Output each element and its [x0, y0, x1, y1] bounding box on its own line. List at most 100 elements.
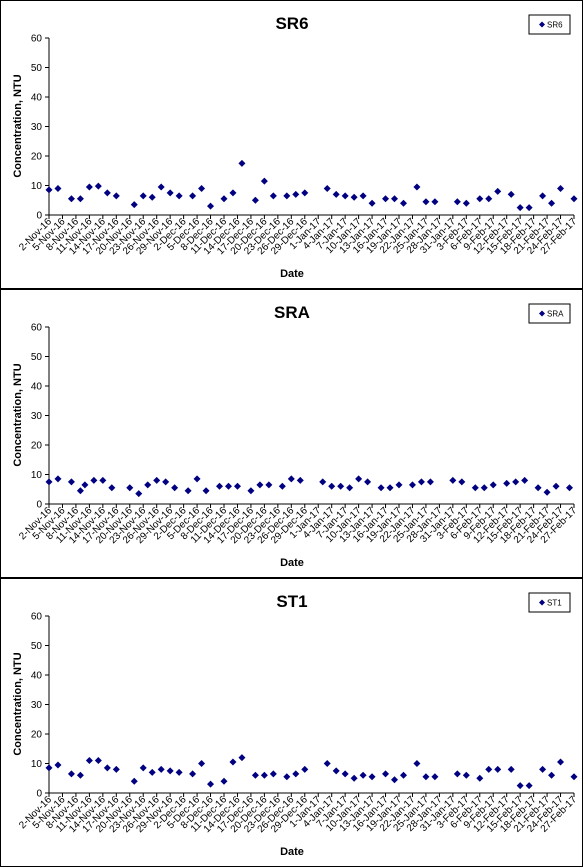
data-point	[413, 760, 421, 767]
data-point	[224, 482, 232, 490]
data-point	[359, 771, 367, 779]
data-point	[130, 201, 138, 209]
data-point	[332, 767, 340, 775]
data-point	[126, 484, 134, 492]
data-point	[103, 189, 111, 197]
data-point	[485, 765, 493, 773]
y-tick-label: 50	[31, 352, 43, 363]
data-point	[525, 782, 533, 790]
y-axis-title: Concentration, NTU	[12, 74, 24, 177]
y-axis-title: Concentration, NTU	[12, 652, 24, 755]
data-point	[292, 190, 300, 198]
data-point	[292, 770, 300, 778]
data-point	[90, 476, 98, 484]
data-point	[377, 484, 385, 492]
data-point	[238, 159, 246, 167]
data-point	[139, 764, 147, 772]
data-point	[256, 481, 264, 489]
data-point	[251, 771, 259, 779]
data-point	[229, 189, 237, 197]
data-point	[94, 182, 102, 190]
data-point	[516, 782, 524, 790]
chart-sra: 01020304050602-Nov-165-Nov-168-Nov-1611-…	[12, 303, 579, 569]
data-point	[359, 192, 367, 200]
data-point	[476, 195, 484, 203]
data-point	[350, 193, 358, 201]
data-point	[346, 484, 354, 492]
y-tick-label: 30	[31, 411, 43, 422]
data-point	[548, 771, 556, 779]
data-point	[395, 481, 403, 489]
data-point	[431, 773, 439, 781]
data-point	[175, 192, 183, 200]
y-tick-label: 10	[31, 470, 43, 481]
data-point	[166, 189, 174, 197]
x-axis-title: Date	[280, 268, 304, 280]
y-tick-label: 60	[31, 34, 43, 45]
data-point	[548, 199, 556, 207]
y-tick-label: 10	[31, 759, 43, 770]
data-point	[76, 487, 84, 495]
data-point	[269, 192, 277, 200]
data-point	[570, 773, 578, 781]
y-tick-label: 0	[36, 789, 42, 800]
data-point	[198, 760, 206, 767]
data-point	[525, 204, 533, 212]
data-point	[382, 770, 390, 778]
data-point	[422, 773, 430, 781]
data-point	[247, 487, 255, 495]
data-point	[54, 761, 62, 769]
x-axis-title: Date	[280, 557, 304, 569]
data-point	[386, 484, 394, 492]
chart-marks: 01020304050602-Nov-165-Nov-168-Nov-1611-…	[17, 612, 579, 836]
data-point	[462, 771, 470, 779]
y-tick-label: 40	[31, 671, 43, 682]
data-point	[207, 202, 215, 210]
y-tick-label: 50	[31, 641, 43, 652]
data-point	[144, 481, 152, 489]
data-point	[507, 190, 515, 198]
data-point	[566, 484, 574, 492]
data-point	[391, 776, 399, 784]
data-point	[171, 484, 179, 492]
data-point	[157, 183, 165, 191]
data-point	[543, 488, 551, 496]
data-point	[103, 764, 111, 772]
y-tick-label: 0	[36, 500, 42, 511]
data-point	[350, 774, 358, 782]
data-point	[494, 765, 502, 773]
data-point	[489, 481, 497, 489]
legend: ST1	[528, 592, 571, 613]
data-point	[260, 177, 268, 185]
data-point	[233, 482, 241, 490]
data-point	[503, 479, 511, 487]
legend-marker	[539, 21, 545, 28]
data-point	[332, 190, 340, 198]
data-point	[552, 482, 560, 490]
data-point	[54, 475, 62, 483]
data-point	[269, 770, 277, 778]
data-point	[85, 183, 93, 191]
y-tick-label: 50	[31, 63, 43, 74]
x-axis-title: Date	[280, 846, 304, 858]
data-point	[220, 777, 228, 785]
data-point	[453, 770, 461, 778]
data-point	[570, 195, 578, 203]
data-point	[207, 780, 215, 788]
data-point	[283, 192, 291, 200]
y-tick-label: 20	[31, 730, 43, 741]
data-point	[94, 757, 102, 765]
data-point	[216, 482, 224, 490]
data-point	[557, 758, 565, 766]
chart-title: ST1	[276, 592, 307, 611]
data-point	[521, 476, 529, 484]
data-point	[148, 768, 156, 776]
data-point	[494, 187, 502, 195]
data-point	[251, 196, 259, 204]
data-point	[238, 754, 246, 762]
data-point	[534, 484, 542, 492]
data-point	[45, 478, 53, 486]
data-point	[162, 478, 170, 486]
data-point	[67, 770, 75, 778]
y-tick-label: 0	[36, 211, 42, 222]
